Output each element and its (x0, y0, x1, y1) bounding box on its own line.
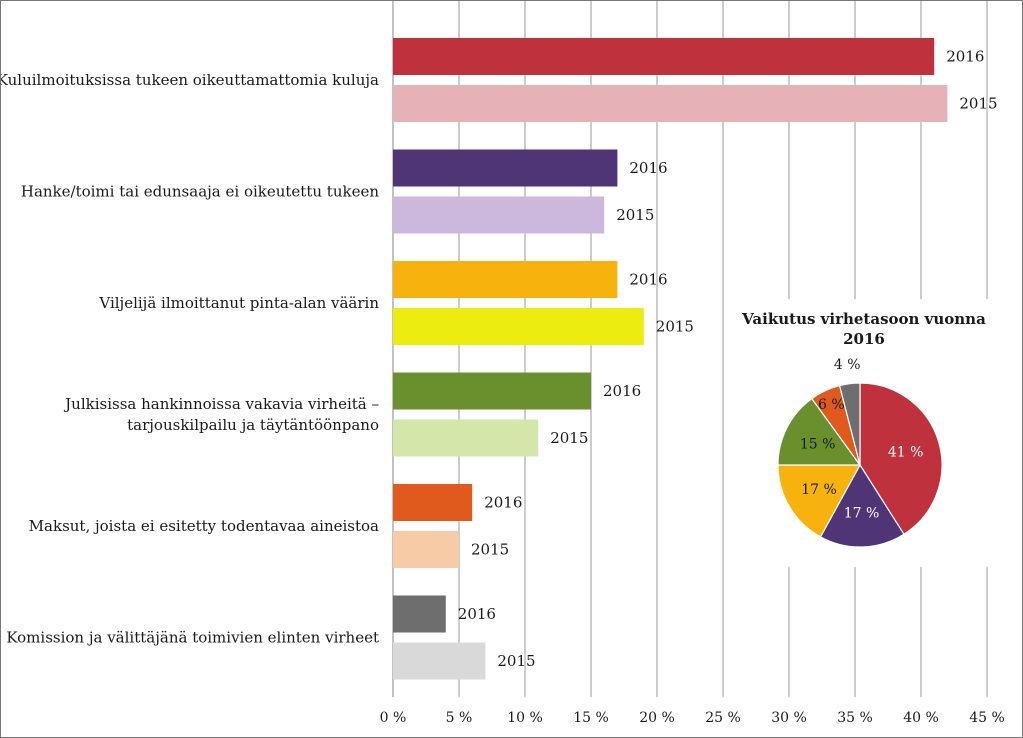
bar-2016 (393, 484, 473, 521)
x-axis-ticks: 0 % 5 % 10 % 15 % 20 % 25 % 30 % 35 % 40 % 45 % (380, 710, 1005, 726)
category-label: Kuluilmoituksissa tukeen oikeuttamattomi… (1, 71, 379, 89)
bar-2016 (393, 595, 446, 633)
pie-slice (777, 397, 862, 466)
pie-slice (777, 464, 862, 538)
bar-year-label: 2016 (603, 382, 641, 400)
bar-year-label: 2015 (497, 652, 535, 670)
category-label: Hanke/toimi tai edunsaaja ei oikeutettu … (21, 183, 379, 201)
category-label: Viljelijä ilmoittanut pinta-alan väärin (98, 294, 379, 312)
pie-slice-label: 17 % (801, 482, 837, 498)
x-tick-label: 0 % (380, 710, 407, 726)
bar-year-label: 2016 (629, 271, 667, 289)
x-tick-label: 30 % (771, 710, 807, 726)
bar-year-label: 2016 (629, 159, 667, 177)
x-tick-label: 40 % (903, 710, 939, 726)
pie-slice-label: 41 % (888, 445, 924, 461)
pie-slice-label: 17 % (844, 506, 880, 522)
bar-year-label: 2015 (550, 429, 588, 447)
category-labels: Kuluilmoituksissa tukeen oikeuttamattomi… (1, 71, 379, 647)
bar-year-label: 2016 (458, 605, 496, 623)
bar-2016 (393, 261, 618, 298)
x-tick-label: 10 % (507, 710, 543, 726)
bar-series: 2016 2015 2016 2015 2016 2015 2016 2015 2016 2015… (393, 38, 998, 680)
bar-2015 (393, 85, 948, 122)
pie-chart: Vaikutus virhetasoon vuonna 2016 41 % 17 % 1… (741, 310, 986, 548)
pie-slice-label: 6 % (818, 397, 845, 413)
x-tick-label: 35 % (837, 710, 873, 726)
bar-2015 (393, 419, 539, 457)
bar-year-label: 2016 (946, 48, 984, 66)
pie-slice (838, 382, 861, 466)
pie-title: 2016 (843, 330, 885, 348)
x-tick-label: 5 % (446, 710, 473, 726)
bar-2015 (393, 531, 459, 568)
x-tick-label: 45 % (969, 710, 1005, 726)
bar-2016 (393, 149, 618, 187)
pie-slice (819, 463, 905, 548)
bar-2016 (393, 372, 591, 410)
pie-title: Vaikutus virhetasoon vuonna (741, 310, 986, 328)
x-tick-label: 25 % (705, 710, 741, 726)
category-label: Komission ja välittäjänä toimivien elint… (6, 629, 379, 647)
bar-year-label: 2015 (656, 318, 694, 336)
pie-slice-label: 4 % (834, 357, 861, 373)
x-tick-label: 15 % (573, 710, 609, 726)
pie-slice-label: 15 % (800, 436, 836, 452)
bar-year-label: 2015 (616, 206, 654, 224)
x-tick-label: 20 % (639, 710, 675, 726)
bar-year-label: 2016 (484, 494, 522, 512)
bar-year-label: 2015 (959, 95, 997, 113)
bar-2015 (393, 196, 605, 234)
category-label: Maksut, joista ei esitetty todentavaa ai… (29, 517, 379, 535)
bar-2015 (393, 308, 644, 345)
category-label: Julkisissa hankinnoissa vakavia virheitä… (63, 395, 379, 434)
bar-year-label: 2015 (471, 541, 509, 559)
bar-2016 (393, 38, 935, 75)
bar-2015 (393, 642, 486, 680)
